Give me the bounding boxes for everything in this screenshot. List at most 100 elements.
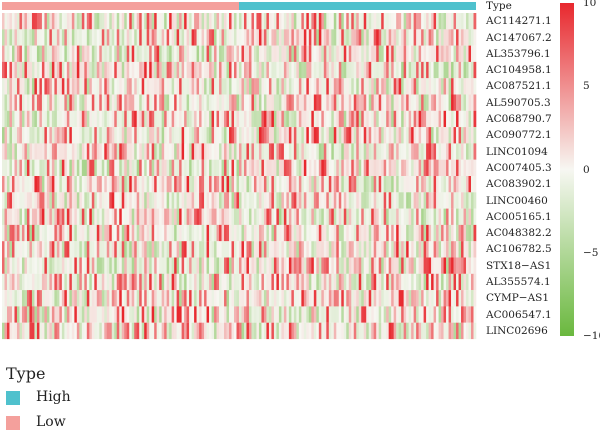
heatmap-cell (431, 143, 434, 160)
heatmap-cell (353, 306, 357, 323)
heatmap-cell (361, 322, 365, 340)
heatmap-cell (391, 78, 394, 95)
heatmap-cell (99, 241, 103, 258)
heatmap-cell (456, 61, 459, 79)
heatmap-cell (276, 192, 280, 209)
heatmap-cell (99, 224, 103, 242)
heatmap-cell (144, 224, 147, 242)
heatmap-cell (41, 13, 45, 30)
heatmap-cell (293, 45, 297, 62)
heatmap-cell (318, 110, 322, 128)
heatmap-cell (54, 176, 58, 193)
heatmap-cell (51, 290, 55, 307)
heatmap-cell (124, 159, 128, 177)
heatmap-cell (226, 306, 230, 323)
heatmap-cell (9, 306, 13, 323)
heatmap-cell (219, 159, 222, 177)
heatmap-cell (144, 322, 147, 340)
heatmap-cell (156, 176, 160, 193)
heatmap-cell (433, 94, 437, 111)
heatmap-cell (81, 143, 85, 160)
heatmap-cell (16, 290, 20, 307)
heatmap-cell (376, 322, 379, 340)
heatmap-cell (298, 94, 302, 111)
heatmap-cell (331, 290, 335, 307)
heatmap-cell (76, 13, 80, 30)
heatmap-cell (211, 78, 215, 95)
heatmap-cell (201, 208, 205, 225)
heatmap-cell (81, 208, 85, 225)
heatmap-cell (438, 110, 442, 128)
heatmap-cell (179, 208, 182, 225)
heatmap-cell (361, 13, 365, 30)
heatmap-cell (241, 241, 245, 258)
heatmap-cell (296, 192, 300, 209)
heatmap-cell (19, 192, 23, 209)
heatmap-cell (29, 13, 33, 30)
heatmap-cell (288, 290, 292, 307)
heatmap-row-CYMP−AS1 (2, 290, 477, 307)
heatmap-cell (311, 13, 315, 30)
heatmap-cell (49, 241, 53, 258)
heatmap-cell (181, 176, 185, 193)
heatmap-cell (373, 224, 377, 242)
heatmap-cell (288, 110, 292, 128)
heatmap-cell (268, 306, 272, 323)
heatmap-cell (323, 306, 327, 323)
heatmap-cell (189, 176, 192, 193)
colorbar-tick-0: 10 (583, 0, 597, 9)
heatmap-cell (263, 224, 267, 242)
heatmap-cell (468, 322, 472, 340)
heatmap-cell (31, 45, 35, 62)
heatmap-cell (298, 224, 302, 242)
heatmap-cell (84, 306, 88, 323)
heatmap-cell (211, 176, 215, 193)
heatmap-cell (116, 94, 120, 111)
heatmap-cell (29, 94, 33, 111)
heatmap-cell (174, 159, 177, 177)
heatmap-cell (316, 192, 320, 209)
heatmap-cell (211, 273, 215, 291)
heatmap-cell (293, 159, 297, 177)
heatmap-cell (368, 208, 372, 225)
heatmap-cell (136, 29, 140, 46)
heatmap-cell (256, 257, 260, 274)
heatmap-cell (446, 61, 449, 79)
heatmap-cell (408, 61, 412, 79)
heatmap-cell (376, 306, 379, 323)
heatmap-cell (406, 290, 409, 307)
heatmap-cell (241, 13, 245, 30)
heatmap-cell (231, 127, 235, 144)
heatmap-cell (94, 127, 98, 144)
heatmap-cell (136, 127, 140, 144)
heatmap-cell (201, 127, 205, 144)
heatmap-cell (286, 322, 290, 340)
heatmap-cell (368, 176, 372, 193)
heatmap-cell (194, 61, 197, 79)
row-label-AL355574.1: AL355574.1 (486, 275, 551, 288)
heatmap-cell (216, 61, 220, 79)
heatmap-cell (421, 176, 424, 193)
heatmap-cell (191, 61, 195, 79)
heatmap-cell (174, 13, 177, 30)
heatmap-cell (411, 290, 414, 307)
heatmap-cell (229, 208, 232, 225)
heatmap-cell (343, 290, 347, 307)
heatmap-cell (413, 94, 417, 111)
heatmap-cell (461, 290, 464, 307)
heatmap-cell (263, 322, 267, 340)
heatmap-cell (343, 192, 347, 209)
heatmap-cell (89, 127, 93, 144)
heatmap-cell (224, 257, 227, 274)
heatmap-cell (443, 159, 447, 177)
heatmap-cell (368, 273, 372, 291)
heatmap-cell (26, 94, 30, 111)
heatmap-cell (468, 241, 472, 258)
heatmap-cell (368, 127, 372, 144)
heatmap-cell (84, 257, 88, 274)
heatmap-cell (34, 45, 38, 62)
heatmap-cell (421, 61, 424, 79)
heatmap-cell (266, 143, 270, 160)
heatmap-cell (386, 13, 389, 30)
heatmap-cell (463, 257, 467, 274)
